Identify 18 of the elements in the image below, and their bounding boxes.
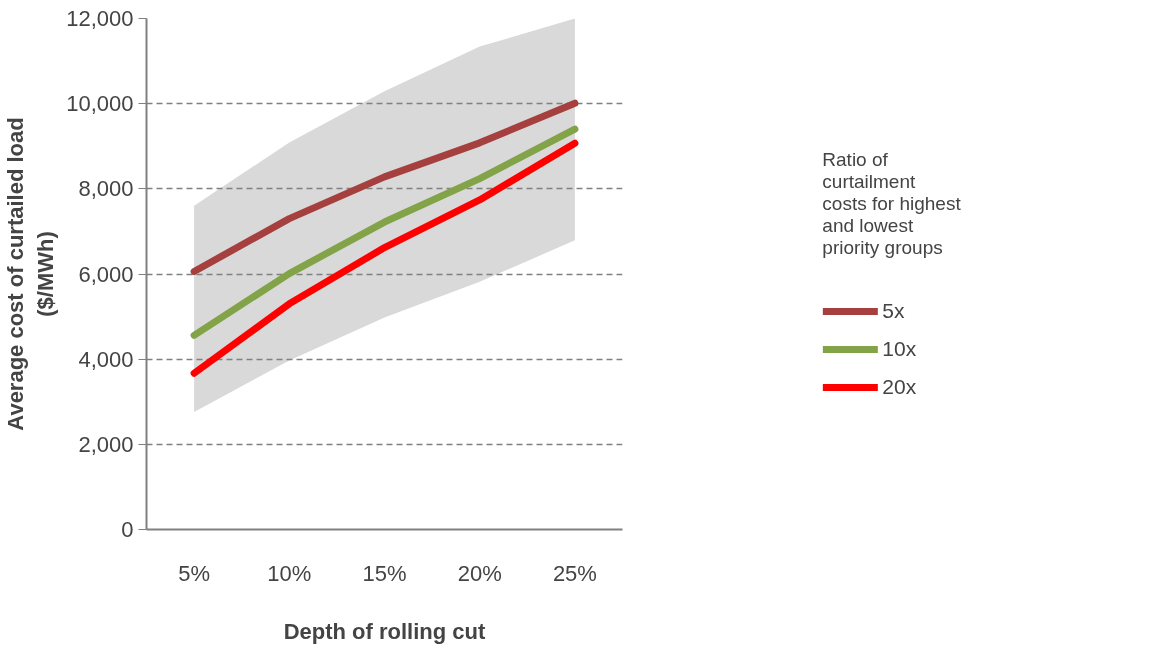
x-axis-title: Depth of rolling cut (283, 618, 486, 644)
legend-label: 10x (882, 336, 917, 361)
legend-title: Ratio of curtailment costs for highest and lowest priority groups (822, 148, 961, 259)
x-tick-label: 5% (178, 560, 210, 586)
y-tick-label: 8,000 (78, 176, 134, 202)
y-tick-label: 6,000 (78, 261, 134, 287)
x-tick-label: 20% (457, 560, 502, 586)
x-tick-label: 10% (267, 560, 312, 586)
y-tick-label: 0 (121, 517, 134, 542)
y-tick-label: 2,000 (78, 431, 134, 457)
x-tick-label: 25% (552, 560, 597, 586)
legend-label: 20x (882, 374, 917, 399)
y-axis-title: Average cost of curtailed load ($/MWh) (3, 117, 59, 431)
x-tick-label: 15% (362, 560, 407, 586)
y-tick-label: 10,000 (66, 91, 134, 117)
y-tick-label: 4,000 (78, 346, 134, 372)
legend-label: 5x (882, 298, 905, 323)
y-tick-label: 12,000 (66, 6, 134, 31)
